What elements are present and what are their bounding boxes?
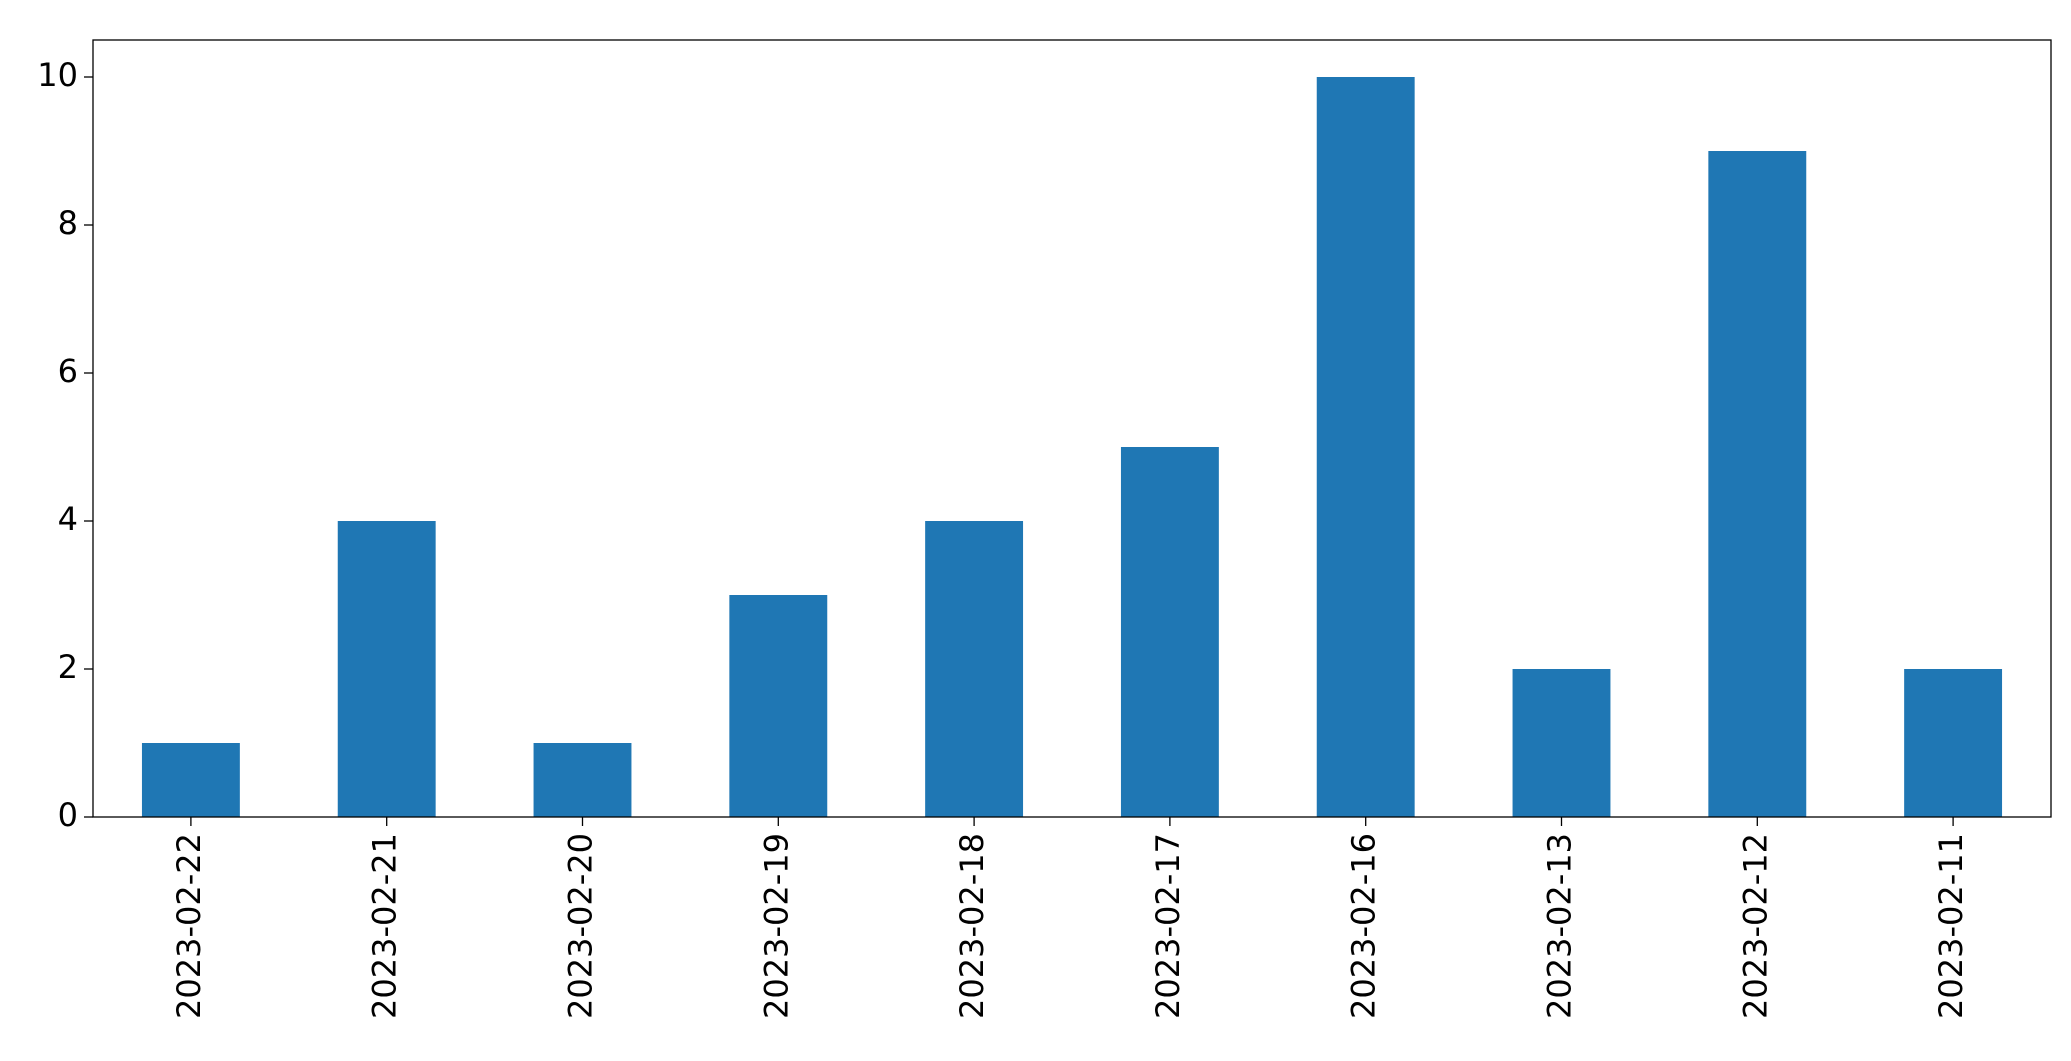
x-tick-label: 2023-02-19	[757, 833, 795, 1019]
y-tick-label: 2	[58, 648, 78, 686]
x-tick-label: 2023-02-12	[1736, 833, 1774, 1019]
bar	[925, 521, 1024, 817]
bar	[337, 521, 436, 817]
bar	[729, 595, 828, 817]
x-tick-label: 2023-02-22	[170, 833, 208, 1019]
y-tick-label: 4	[58, 500, 78, 538]
axes-frame	[92, 39, 2052, 818]
bar	[1120, 447, 1219, 817]
x-tick-label: 2023-02-21	[366, 833, 404, 1019]
x-tick-label: 2023-02-13	[1541, 833, 1579, 1019]
bar	[1904, 669, 2003, 817]
x-tick-label: 2023-02-18	[953, 833, 991, 1019]
x-tick-label: 2023-02-17	[1149, 833, 1187, 1019]
y-tick-label: 6	[58, 352, 78, 390]
y-tick-label: 8	[58, 204, 78, 242]
bar	[533, 743, 632, 817]
bar	[141, 743, 240, 817]
bar	[1512, 669, 1611, 817]
x-tick-label: 2023-02-16	[1345, 833, 1383, 1019]
y-tick-label: 10	[37, 56, 78, 94]
bar	[1708, 151, 1807, 817]
x-tick-label: 2023-02-20	[562, 833, 600, 1019]
y-tick-label: 0	[58, 796, 78, 834]
bar	[1316, 77, 1415, 817]
x-tick-label: 2023-02-11	[1932, 833, 1970, 1019]
